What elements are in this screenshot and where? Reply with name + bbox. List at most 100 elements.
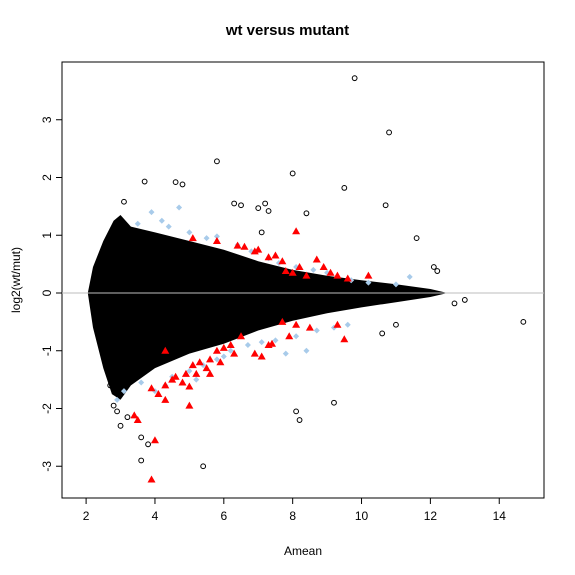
point-open-circle (386, 129, 392, 136)
point-triangle (188, 361, 197, 369)
x-axis: 2 4 6 8 10 12 14 (83, 498, 506, 523)
point-open-circle (145, 441, 151, 448)
point-open-circle (262, 200, 269, 207)
point-triangle (254, 245, 263, 253)
point-triangle (154, 390, 163, 398)
point-open-circle (231, 200, 238, 207)
point-triangle (161, 395, 170, 403)
x-tick-label: 10 (355, 509, 369, 523)
point-open-circle (200, 463, 207, 470)
point-triangle (302, 271, 311, 279)
point-triangle (285, 332, 294, 340)
point-open-circle (382, 202, 389, 209)
point-triangle (264, 253, 273, 261)
y-tick-label: 3 (40, 116, 54, 123)
point-triangle (195, 358, 204, 366)
dense-point-cloud (87, 215, 448, 400)
point-diamond (310, 266, 317, 273)
point-open-circle (124, 414, 131, 421)
point-diamond (213, 356, 220, 363)
point-open-circle (451, 300, 458, 307)
point-triangle (202, 364, 211, 372)
point-diamond (193, 376, 200, 383)
y-axis-label: log2(wt/mut) (9, 247, 23, 313)
point-triangle (257, 352, 266, 360)
point-open-circle (289, 170, 296, 177)
x-tick-label: 14 (493, 509, 507, 523)
point-triangle (333, 271, 342, 279)
point-open-circle (351, 75, 358, 82)
point-open-circle (117, 422, 124, 429)
point-triangle (133, 416, 142, 424)
point-triangle (185, 401, 194, 409)
point-triangle (206, 355, 215, 363)
point-diamond (114, 396, 121, 403)
point-triangle (161, 346, 170, 354)
x-tick-label: 12 (424, 509, 438, 523)
point-diamond (203, 235, 210, 242)
point-triangle (312, 255, 321, 263)
point-triangle (333, 320, 342, 328)
x-axis-label: Amean (284, 544, 322, 558)
point-diamond (313, 327, 320, 334)
point-diamond (227, 347, 234, 354)
point-triangle (147, 384, 156, 392)
point-diamond (392, 281, 399, 288)
point-open-circle (341, 184, 348, 191)
point-diamond (220, 353, 227, 360)
point-diamond (213, 233, 220, 240)
point-diamond (120, 388, 127, 395)
point-diamond (158, 217, 165, 224)
scatter-points (103, 75, 527, 483)
point-open-circle (265, 208, 272, 214)
point-triangle (212, 346, 221, 354)
point-diamond (258, 339, 265, 346)
point-open-circle (413, 235, 420, 242)
point-triangle (268, 339, 277, 347)
point-diamond (272, 337, 279, 344)
point-triangle (295, 263, 304, 271)
point-diamond (365, 279, 372, 286)
point-diamond (165, 223, 172, 230)
point-open-circle (255, 205, 262, 212)
point-triangle (233, 241, 242, 249)
point-triangle (288, 268, 297, 276)
point-diamond (344, 321, 351, 328)
point-triangle (343, 274, 352, 282)
point-open-circle (258, 229, 265, 236)
point-open-circle (103, 365, 110, 371)
point-open-circle (138, 457, 145, 464)
point-diamond (134, 220, 141, 227)
point-triangle (250, 349, 259, 357)
y-tick-label: -3 (40, 461, 54, 472)
x-tick-label: 4 (152, 509, 159, 523)
point-triangle (188, 234, 197, 242)
point-triangle (240, 242, 249, 250)
point-triangle (305, 323, 314, 331)
point-open-circle (172, 179, 179, 186)
point-open-circle (138, 434, 145, 441)
point-triangle (171, 372, 180, 380)
point-diamond (186, 229, 193, 236)
point-open-circle (520, 318, 527, 325)
y-tick-label: 2 (40, 174, 54, 181)
point-diamond (138, 379, 145, 386)
point-open-circle (379, 330, 386, 337)
point-triangle (192, 369, 201, 377)
point-diamond (406, 273, 413, 280)
x-tick-label: 2 (83, 509, 90, 523)
point-triangle (278, 317, 287, 325)
point-triangle (292, 320, 301, 328)
point-open-circle (461, 297, 468, 303)
point-diamond (244, 341, 251, 348)
point-open-circle (293, 408, 300, 415)
point-open-circle (179, 181, 186, 188)
point-open-circle (238, 202, 244, 209)
point-diamond (176, 204, 183, 211)
point-triangle (226, 340, 235, 348)
point-triangle (271, 251, 280, 259)
point-open-circle (214, 158, 220, 165)
y-tick-label: 0 (40, 289, 54, 296)
point-open-circle (303, 210, 310, 217)
point-open-circle (114, 408, 120, 415)
